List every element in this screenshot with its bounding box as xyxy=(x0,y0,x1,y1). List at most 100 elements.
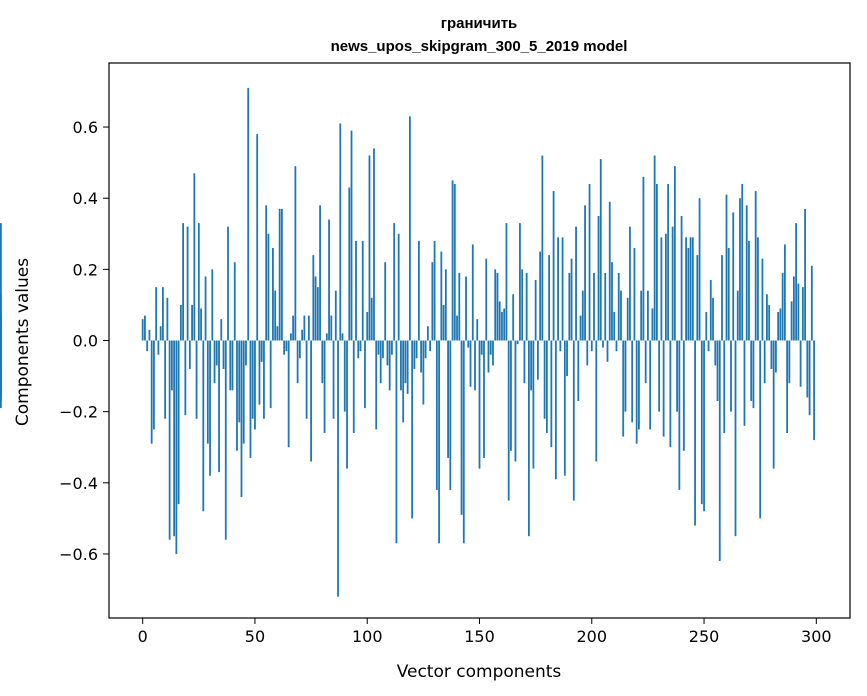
bar xyxy=(694,340,696,526)
bar xyxy=(485,258,488,341)
bar xyxy=(269,340,272,409)
bar xyxy=(739,198,741,341)
x-tick-label: 150 xyxy=(464,627,495,646)
y-axis-label: Components values xyxy=(13,258,33,426)
bar xyxy=(662,340,665,437)
bar xyxy=(606,340,609,362)
bar xyxy=(752,340,755,409)
bar xyxy=(211,269,214,341)
bar xyxy=(586,340,589,366)
x-tick-label: 300 xyxy=(801,627,832,646)
x-tick-label: 250 xyxy=(689,627,720,646)
x-tick-label: 0 xyxy=(138,627,148,646)
bar xyxy=(519,223,521,341)
bar xyxy=(723,340,726,433)
bar xyxy=(561,237,564,341)
bar xyxy=(799,340,802,387)
bar xyxy=(584,205,586,341)
bar xyxy=(332,340,335,419)
bar xyxy=(218,340,220,473)
bar xyxy=(177,340,180,505)
bar xyxy=(391,340,393,355)
bar xyxy=(404,340,407,384)
bar xyxy=(467,340,470,348)
bar xyxy=(631,340,634,423)
bar xyxy=(516,340,519,345)
bar xyxy=(635,340,638,444)
bar xyxy=(301,329,304,341)
bar xyxy=(0,340,2,398)
bar xyxy=(588,183,591,341)
bar xyxy=(408,116,411,341)
bar xyxy=(402,340,405,423)
bar xyxy=(278,208,281,341)
bar xyxy=(808,340,811,416)
bar xyxy=(170,340,173,391)
bar xyxy=(444,269,447,341)
bar xyxy=(611,262,613,341)
bar xyxy=(599,159,602,341)
bar xyxy=(810,265,813,341)
bar xyxy=(182,223,184,341)
bar xyxy=(206,340,209,444)
bar xyxy=(570,258,573,341)
bar xyxy=(613,312,616,341)
bar xyxy=(566,340,568,377)
bar xyxy=(617,272,620,341)
bar xyxy=(361,240,364,341)
bar xyxy=(150,340,153,444)
bar xyxy=(254,340,256,430)
bar xyxy=(792,276,795,341)
bar xyxy=(179,304,182,341)
bar xyxy=(157,340,160,355)
bar xyxy=(236,340,238,451)
bar xyxy=(759,340,762,519)
bar xyxy=(676,340,678,412)
bar xyxy=(775,340,777,373)
bar xyxy=(411,340,414,519)
bar xyxy=(314,276,317,341)
bar xyxy=(451,180,454,341)
bar xyxy=(267,233,270,341)
bar xyxy=(647,290,649,341)
bar xyxy=(175,340,178,554)
bar xyxy=(453,183,456,341)
bar xyxy=(426,326,429,341)
bar xyxy=(161,287,164,341)
bar xyxy=(285,340,288,352)
bar xyxy=(700,340,703,505)
bar xyxy=(325,333,328,341)
bar xyxy=(440,251,443,341)
bar xyxy=(757,237,759,341)
bar xyxy=(721,255,723,341)
bar xyxy=(465,276,467,341)
bar xyxy=(321,340,324,384)
bar xyxy=(687,248,690,341)
bar xyxy=(653,155,656,341)
bar xyxy=(806,340,809,398)
bar xyxy=(193,173,196,341)
bar xyxy=(507,340,510,501)
bar xyxy=(283,340,286,355)
bar xyxy=(649,340,652,430)
bar xyxy=(498,301,501,341)
bar xyxy=(289,333,292,341)
bar xyxy=(575,226,577,341)
bar xyxy=(319,205,321,341)
y-tick-label: 0.2 xyxy=(73,260,98,279)
bar xyxy=(168,340,171,540)
bar xyxy=(536,340,539,380)
bar xyxy=(512,294,515,341)
bar xyxy=(514,340,517,462)
bar xyxy=(644,340,647,384)
bar xyxy=(213,340,216,384)
bar xyxy=(413,340,416,369)
bar xyxy=(671,226,674,341)
chart-title: граничить xyxy=(441,15,518,32)
bar xyxy=(366,312,369,341)
bar xyxy=(337,340,339,597)
bar xyxy=(220,319,223,341)
bar xyxy=(768,304,771,341)
bar xyxy=(281,208,283,341)
